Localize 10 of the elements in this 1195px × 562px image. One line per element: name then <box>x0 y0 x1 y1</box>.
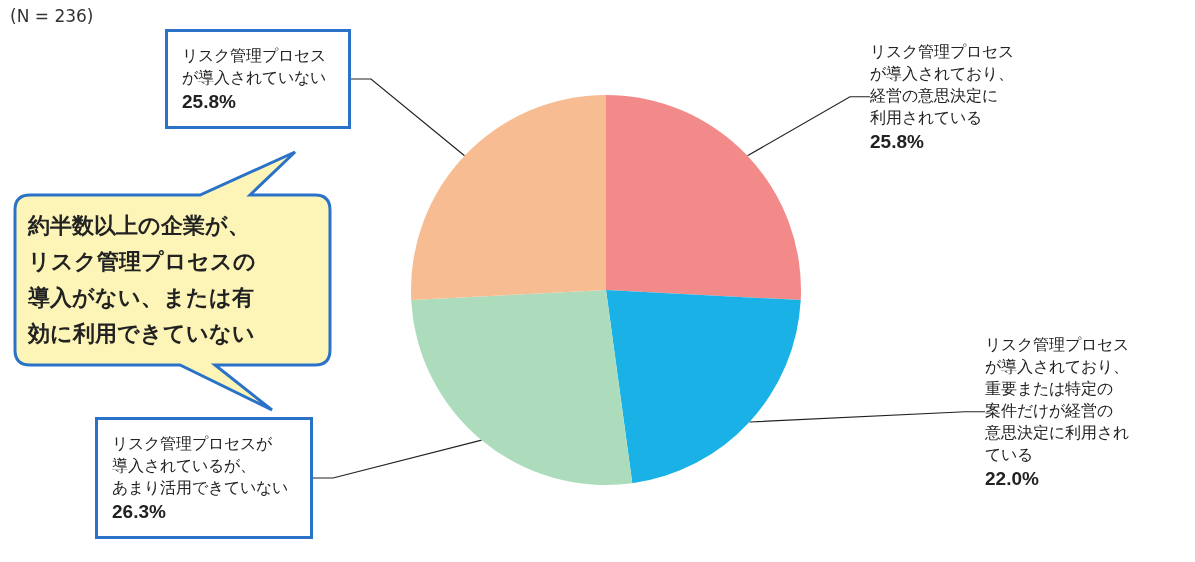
data-label: 22.0% <box>985 467 1039 489</box>
data-label: 25.8% <box>870 130 924 152</box>
text: (N = 236) <box>10 6 94 26</box>
slice-label: リスク管理プロセスが導入されているが、あまり活用できていない <box>112 434 288 496</box>
slice-label: リスク管理プロセスが導入されていない <box>182 46 326 86</box>
slice-label: リスク管理プロセスが導入されており、重要または特定の案件だけが経営の意思決定に利用されている <box>984 335 1129 463</box>
data-label: 26.3% <box>112 500 166 522</box>
slice-label: リスク管理プロセスが導入されており、経営の意思決定に利用されている <box>869 42 1014 126</box>
text: 約半数以上の企業が、リスク管理プロセスの導入がない、または有効に利用できていない <box>28 212 256 348</box>
data-label: 25.8% <box>182 90 236 112</box>
